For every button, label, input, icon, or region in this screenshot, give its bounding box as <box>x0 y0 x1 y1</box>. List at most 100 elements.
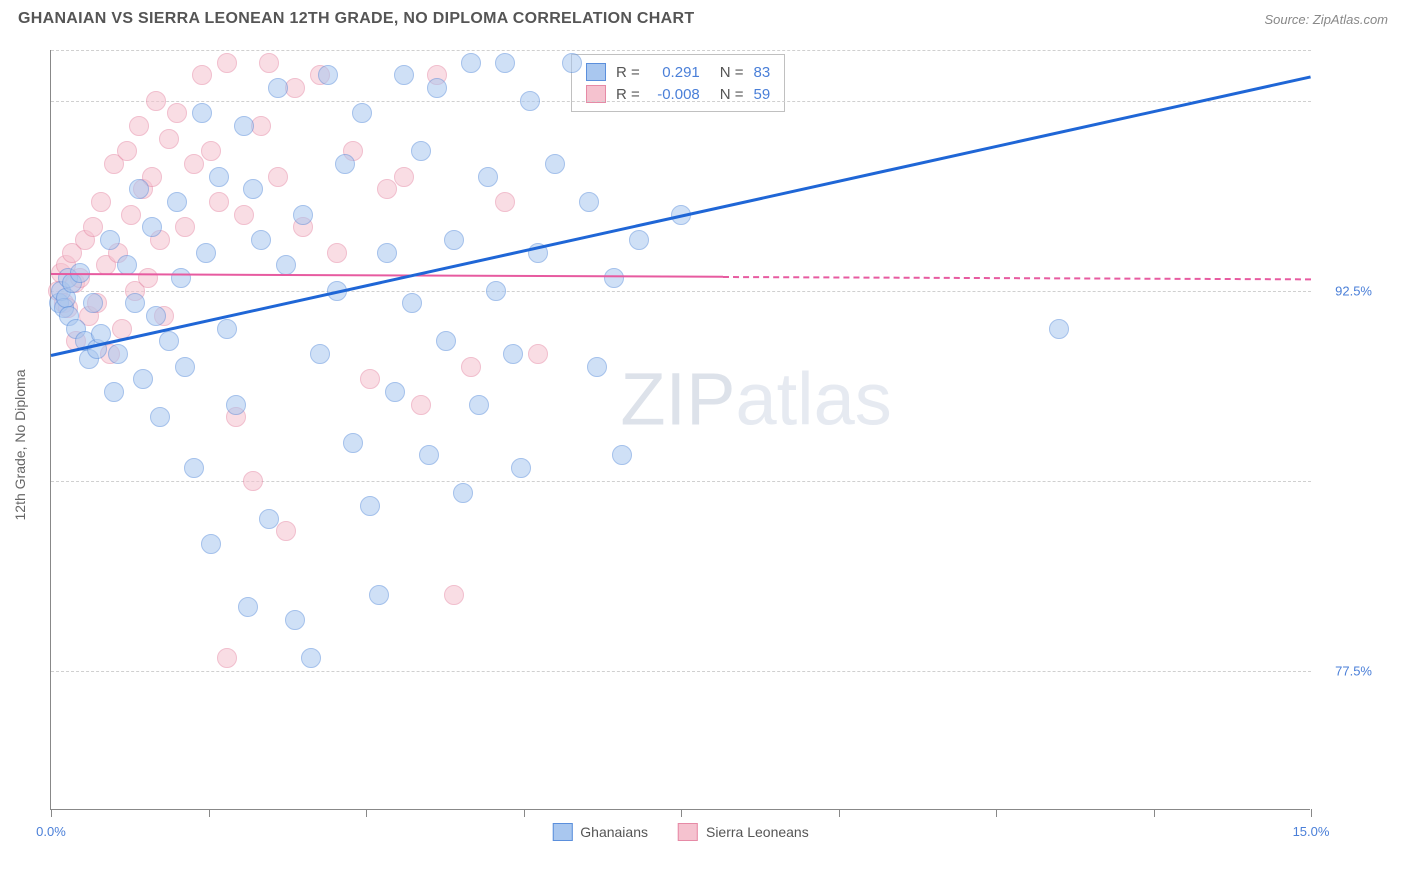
scatter-point-ghanaians <box>377 243 397 263</box>
x-tick <box>681 809 682 817</box>
scatter-point-ghanaians <box>301 648 321 668</box>
scatter-point-sierra <box>184 154 204 174</box>
scatter-point-ghanaians <box>83 293 103 313</box>
x-tick <box>366 809 367 817</box>
scatter-point-ghanaians <box>276 255 296 275</box>
watermark: ZIPatlas <box>620 357 891 442</box>
r-label: R = <box>616 64 640 81</box>
scatter-point-ghanaians <box>562 53 582 73</box>
series-label: Ghanaians <box>580 824 648 840</box>
scatter-point-ghanaians <box>385 382 405 402</box>
x-tick <box>524 809 525 817</box>
scatter-point-ghanaians <box>520 91 540 111</box>
scatter-point-ghanaians <box>604 268 624 288</box>
scatter-point-sierra <box>268 167 288 187</box>
plot-area: ZIPatlas R = 0.291 N = 83 R = -0.008 N =… <box>50 50 1310 810</box>
scatter-point-ghanaians <box>125 293 145 313</box>
scatter-point-sierra <box>234 205 254 225</box>
scatter-point-sierra <box>117 141 137 161</box>
scatter-point-sierra <box>217 53 237 73</box>
scatter-point-ghanaians <box>612 445 632 465</box>
series-label: Sierra Leoneans <box>706 824 809 840</box>
legend-row-ghanaians: R = 0.291 N = 83 <box>586 61 770 83</box>
scatter-point-sierra <box>528 344 548 364</box>
scatter-point-sierra <box>327 243 347 263</box>
y-axis-label: 12th Grade, No Diploma <box>12 370 28 521</box>
scatter-point-ghanaians <box>343 433 363 453</box>
scatter-point-ghanaians <box>453 483 473 503</box>
scatter-point-ghanaians <box>259 509 279 529</box>
scatter-point-ghanaians <box>100 230 120 250</box>
scatter-point-ghanaians <box>419 445 439 465</box>
scatter-point-ghanaians <box>352 103 372 123</box>
scatter-point-ghanaians <box>1049 319 1069 339</box>
scatter-point-ghanaians <box>175 357 195 377</box>
scatter-point-sierra <box>91 192 111 212</box>
n-value-ghanaians: 83 <box>754 64 771 81</box>
scatter-point-sierra <box>461 357 481 377</box>
correlation-legend: R = 0.291 N = 83 R = -0.008 N = 59 <box>571 54 785 112</box>
scatter-point-ghanaians <box>486 281 506 301</box>
scatter-point-ghanaians <box>545 154 565 174</box>
scatter-point-sierra <box>360 369 380 389</box>
scatter-point-ghanaians <box>310 344 330 364</box>
scatter-point-ghanaians <box>146 306 166 326</box>
x-tick <box>1154 809 1155 817</box>
scatter-point-ghanaians <box>150 407 170 427</box>
scatter-point-ghanaians <box>587 357 607 377</box>
gridline <box>51 291 1311 292</box>
chart-title: GHANAIAN VS SIERRA LEONEAN 12TH GRADE, N… <box>18 10 694 28</box>
r-value-ghanaians: 0.291 <box>650 64 700 81</box>
gridline <box>51 671 1311 672</box>
scatter-point-ghanaians <box>226 395 246 415</box>
scatter-point-sierra <box>276 521 296 541</box>
series-legend: Ghanaians Sierra Leoneans <box>552 823 808 841</box>
scatter-point-sierra <box>394 167 414 187</box>
scatter-point-ghanaians <box>238 597 258 617</box>
gridline <box>51 50 1311 51</box>
scatter-point-ghanaians <box>579 192 599 212</box>
legend-row-sierra: R = -0.008 N = 59 <box>586 83 770 105</box>
x-tick-label: 15.0% <box>1293 824 1330 839</box>
scatter-point-ghanaians <box>196 243 216 263</box>
scatter-point-ghanaians <box>209 167 229 187</box>
scatter-point-ghanaians <box>142 217 162 237</box>
scatter-point-sierra <box>201 141 221 161</box>
scatter-point-ghanaians <box>461 53 481 73</box>
scatter-point-sierra <box>444 585 464 605</box>
scatter-point-ghanaians <box>192 103 212 123</box>
scatter-point-sierra <box>495 192 515 212</box>
scatter-point-sierra <box>129 116 149 136</box>
scatter-point-ghanaians <box>184 458 204 478</box>
scatter-point-ghanaians <box>217 319 237 339</box>
scatter-point-ghanaians <box>444 230 464 250</box>
x-tick <box>1311 809 1312 817</box>
scatter-point-ghanaians <box>171 268 191 288</box>
x-tick <box>51 809 52 817</box>
scatter-point-ghanaians <box>243 179 263 199</box>
gridline <box>51 101 1311 102</box>
scatter-point-sierra <box>259 53 279 73</box>
scatter-point-ghanaians <box>285 610 305 630</box>
gridline <box>51 481 1311 482</box>
scatter-point-sierra <box>175 217 195 237</box>
watermark-light: atlas <box>735 358 891 441</box>
scatter-point-ghanaians <box>129 179 149 199</box>
scatter-point-ghanaians <box>318 65 338 85</box>
scatter-point-ghanaians <box>511 458 531 478</box>
swatch-ghanaians <box>586 63 606 81</box>
scatter-point-ghanaians <box>133 369 153 389</box>
scatter-point-ghanaians <box>335 154 355 174</box>
scatter-point-ghanaians <box>369 585 389 605</box>
scatter-point-sierra <box>243 471 263 491</box>
scatter-point-ghanaians <box>104 382 124 402</box>
watermark-bold: ZIP <box>620 358 735 441</box>
scatter-point-ghanaians <box>503 344 523 364</box>
scatter-point-sierra <box>209 192 229 212</box>
scatter-point-ghanaians <box>436 331 456 351</box>
n-label: N = <box>720 64 744 81</box>
scatter-point-ghanaians <box>251 230 271 250</box>
scatter-point-ghanaians <box>201 534 221 554</box>
scatter-point-sierra <box>377 179 397 199</box>
scatter-point-sierra <box>159 129 179 149</box>
